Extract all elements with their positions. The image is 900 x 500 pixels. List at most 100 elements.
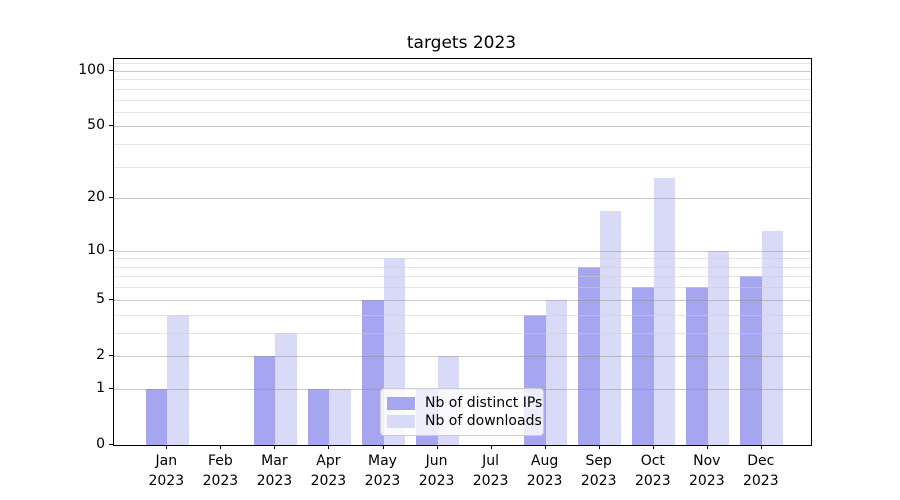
chart-title: targets 2023 bbox=[406, 33, 517, 53]
bar-s0-nov bbox=[686, 287, 708, 445]
x-tick-label-apr: Apr 2023 bbox=[298, 451, 358, 491]
x-tick-year: 2023 bbox=[202, 473, 239, 489]
x-tick-mark-apr bbox=[328, 445, 330, 449]
legend-swatch-downloads bbox=[387, 414, 415, 428]
x-tick-month: Nov bbox=[693, 453, 721, 469]
bar-s0-sep bbox=[578, 266, 600, 445]
x-tick-mark-jun bbox=[436, 445, 438, 449]
x-tick-month: Feb bbox=[207, 453, 233, 469]
x-tick-year: 2023 bbox=[310, 473, 347, 489]
y-tick-label-2: 2 bbox=[96, 347, 105, 363]
bar-s0-dec bbox=[740, 276, 762, 445]
legend-item-distinct-ips: Nb of distinct IPs bbox=[387, 394, 542, 412]
x-tick-month: Aug bbox=[530, 453, 559, 469]
bar-s1-sep bbox=[599, 210, 622, 445]
y-tick-label-50: 50 bbox=[87, 117, 105, 134]
bar-s1-nov bbox=[707, 250, 730, 445]
x-tick-mark-dec bbox=[760, 445, 762, 449]
x-tick-label-nov: Nov 2023 bbox=[677, 451, 737, 491]
x-tick-mark-jul bbox=[490, 445, 492, 449]
x-tick-mark-mar bbox=[274, 445, 276, 449]
bar-s0-apr bbox=[307, 388, 330, 445]
x-tick-mark-nov bbox=[706, 445, 708, 449]
x-tick-mark-may bbox=[382, 445, 384, 449]
gridline-minor-9 bbox=[114, 258, 811, 260]
bar-s0-oct bbox=[632, 287, 654, 445]
x-tick-year: 2023 bbox=[256, 473, 293, 489]
x-tick-month: Mar bbox=[261, 453, 288, 469]
bar-s1-jan bbox=[167, 314, 189, 445]
legend-label-downloads: Nb of downloads bbox=[425, 413, 542, 429]
x-tick-year: 2023 bbox=[418, 473, 455, 489]
x-tick-month: Jun bbox=[425, 453, 448, 469]
x-tick-year: 2023 bbox=[580, 473, 617, 489]
bar-s0-may bbox=[362, 299, 384, 445]
gridline-minor-110 bbox=[114, 63, 811, 65]
gridline-minor-80 bbox=[114, 88, 811, 90]
x-tick-month: Jan bbox=[155, 453, 178, 469]
x-tick-label-mar: Mar 2023 bbox=[244, 451, 304, 491]
x-tick-month: Apr bbox=[316, 453, 341, 469]
y-tick-mark-1 bbox=[109, 387, 113, 389]
x-tick-label-aug: Aug 2023 bbox=[515, 451, 575, 491]
x-tick-label-jun: Jun 2023 bbox=[407, 451, 467, 491]
y-tick-mark-5 bbox=[109, 298, 113, 300]
bar-s1-dec bbox=[761, 231, 784, 445]
y-tick-mark-50 bbox=[109, 125, 113, 127]
y-tick-label-5: 5 bbox=[96, 290, 105, 307]
y-tick-label-100: 100 bbox=[78, 61, 105, 78]
gridline-minor-60 bbox=[114, 111, 811, 113]
x-tick-label-jul: Jul 2023 bbox=[461, 451, 521, 491]
y-tick-mark-20 bbox=[109, 197, 113, 199]
x-tick-mark-sep bbox=[598, 445, 600, 449]
legend: Nb of distinct IPs Nb of downloads bbox=[380, 388, 544, 436]
gridline-major-100 bbox=[114, 70, 811, 72]
x-tick-mark-jan bbox=[166, 445, 168, 449]
gridline-major-50 bbox=[114, 126, 811, 128]
x-tick-label-feb: Feb 2023 bbox=[190, 451, 250, 491]
x-tick-month: Oct bbox=[640, 453, 665, 469]
y-tick-label-0: 0 bbox=[96, 436, 105, 452]
gridline-minor-7 bbox=[114, 276, 811, 278]
gridline-minor-70 bbox=[114, 99, 811, 101]
x-tick-label-may: May 2023 bbox=[353, 451, 413, 491]
gridline-major-20 bbox=[114, 198, 811, 200]
legend-label-distinct-ips: Nb of distinct IPs bbox=[425, 395, 543, 411]
y-tick-mark-2 bbox=[109, 355, 113, 356]
x-tick-year: 2023 bbox=[148, 473, 185, 489]
y-tick-label-1: 1 bbox=[96, 379, 105, 396]
x-tick-month: Dec bbox=[747, 453, 775, 469]
x-tick-mark-feb bbox=[220, 445, 222, 449]
y-tick-label-20: 20 bbox=[87, 189, 105, 206]
x-tick-month: Jul bbox=[482, 453, 500, 469]
x-tick-year: 2023 bbox=[526, 473, 563, 489]
bar-s1-apr bbox=[329, 388, 351, 445]
bar-s0-mar bbox=[253, 356, 276, 445]
x-tick-year: 2023 bbox=[364, 473, 401, 489]
gridline-minor-8 bbox=[114, 266, 811, 268]
x-tick-label-oct: Oct 2023 bbox=[623, 451, 683, 491]
x-tick-month: May bbox=[368, 453, 397, 469]
bar-s0-jan bbox=[145, 388, 168, 445]
y-tick-mark-0 bbox=[109, 444, 113, 445]
y-tick-mark-100 bbox=[109, 69, 113, 71]
bar-s1-oct bbox=[653, 177, 676, 445]
x-tick-mark-aug bbox=[544, 445, 546, 449]
y-tick-mark-10 bbox=[109, 249, 113, 251]
x-tick-year: 2023 bbox=[742, 473, 779, 489]
gridline-major-10 bbox=[114, 250, 811, 252]
x-tick-year: 2023 bbox=[472, 473, 509, 489]
bar-s1-mar bbox=[275, 332, 297, 445]
x-tick-year: 2023 bbox=[634, 473, 671, 489]
gridline-minor-90 bbox=[114, 79, 811, 81]
bar-s1-aug bbox=[545, 299, 568, 445]
gridline-minor-30 bbox=[114, 166, 811, 168]
x-tick-label-dec: Dec 2023 bbox=[731, 451, 791, 491]
legend-swatch-distinct-ips bbox=[387, 396, 415, 410]
x-tick-year: 2023 bbox=[688, 473, 725, 489]
legend-item-downloads: Nb of downloads bbox=[387, 412, 542, 430]
x-tick-month: Sep bbox=[585, 453, 612, 469]
x-tick-label-sep: Sep 2023 bbox=[569, 451, 629, 491]
gridline-minor-40 bbox=[114, 144, 811, 145]
